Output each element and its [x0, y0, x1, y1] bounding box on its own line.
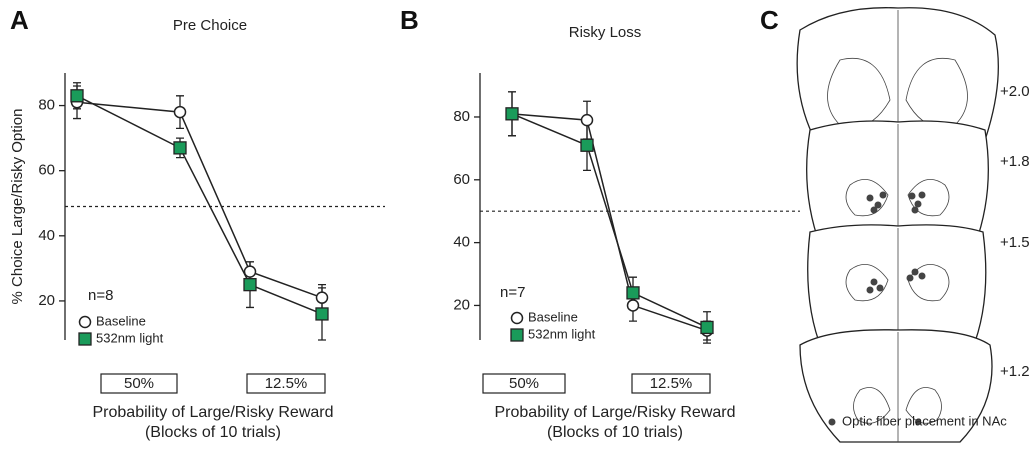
marker [175, 107, 186, 118]
group-label: 12.5% [650, 375, 693, 392]
legend-label: 532nm light [528, 326, 596, 341]
chart-title: Pre Choice [173, 17, 247, 34]
legend-marker [511, 329, 523, 341]
group-label: 50% [509, 375, 539, 392]
legend-marker [512, 313, 523, 324]
section-label: +1.56 [1000, 234, 1029, 251]
brain-sections [797, 8, 998, 442]
chart-title: Risky Loss [569, 24, 642, 41]
series-line [77, 96, 322, 314]
x-axis-label: (Blocks of 10 trials) [547, 424, 683, 441]
section-label: +2.04 [1000, 83, 1029, 100]
panel-label: A [10, 5, 29, 35]
marker [627, 287, 639, 299]
marker [317, 292, 328, 303]
y-tick-label: 40 [38, 227, 55, 244]
panel-label: C [760, 5, 779, 35]
legend-marker [80, 317, 91, 328]
legend-text: Optic fiber placement in NAc [842, 413, 1007, 428]
series-line [512, 114, 707, 331]
x-axis-label: Probability of Large/Risky Reward [495, 404, 736, 421]
y-tick-label: 60 [453, 171, 470, 188]
series-line [77, 102, 322, 297]
x-axis-label: (Blocks of 10 trials) [145, 424, 281, 441]
marker [71, 90, 83, 102]
group-label: 50% [124, 375, 154, 392]
y-tick-label: 80 [453, 108, 470, 125]
section-label: +1.20 [1000, 363, 1029, 380]
y-axis-label: % Choice Large/Risky Option [9, 109, 26, 305]
legend-marker [79, 333, 91, 345]
legend-dot [829, 419, 836, 426]
legend-label: Baseline [96, 313, 146, 328]
y-tick-label: 20 [38, 292, 55, 309]
y-tick-label: 60 [38, 162, 55, 179]
annotation: n=7 [500, 284, 525, 301]
marker [174, 142, 186, 154]
marker [506, 108, 518, 120]
y-tick-label: 80 [38, 97, 55, 114]
panel-label: B [400, 5, 419, 35]
figure: C +2.04 +1.80 +1.56 +1.20 Optic fiber pl… [0, 0, 1029, 451]
marker [244, 279, 256, 291]
legend-label: 532nm light [96, 330, 164, 345]
group-label: 12.5% [265, 375, 308, 392]
annotation: n=8 [88, 287, 113, 304]
y-tick-label: 40 [453, 234, 470, 251]
marker [582, 115, 593, 126]
marker [701, 321, 713, 333]
marker [581, 139, 593, 151]
marker [245, 266, 256, 277]
x-axis-label: Probability of Large/Risky Reward [93, 404, 334, 421]
y-tick-label: 20 [453, 296, 470, 313]
section-label: +1.80 [1000, 153, 1029, 170]
legend-label: Baseline [528, 309, 578, 324]
marker [316, 308, 328, 320]
series-line [512, 114, 707, 328]
marker [628, 300, 639, 311]
